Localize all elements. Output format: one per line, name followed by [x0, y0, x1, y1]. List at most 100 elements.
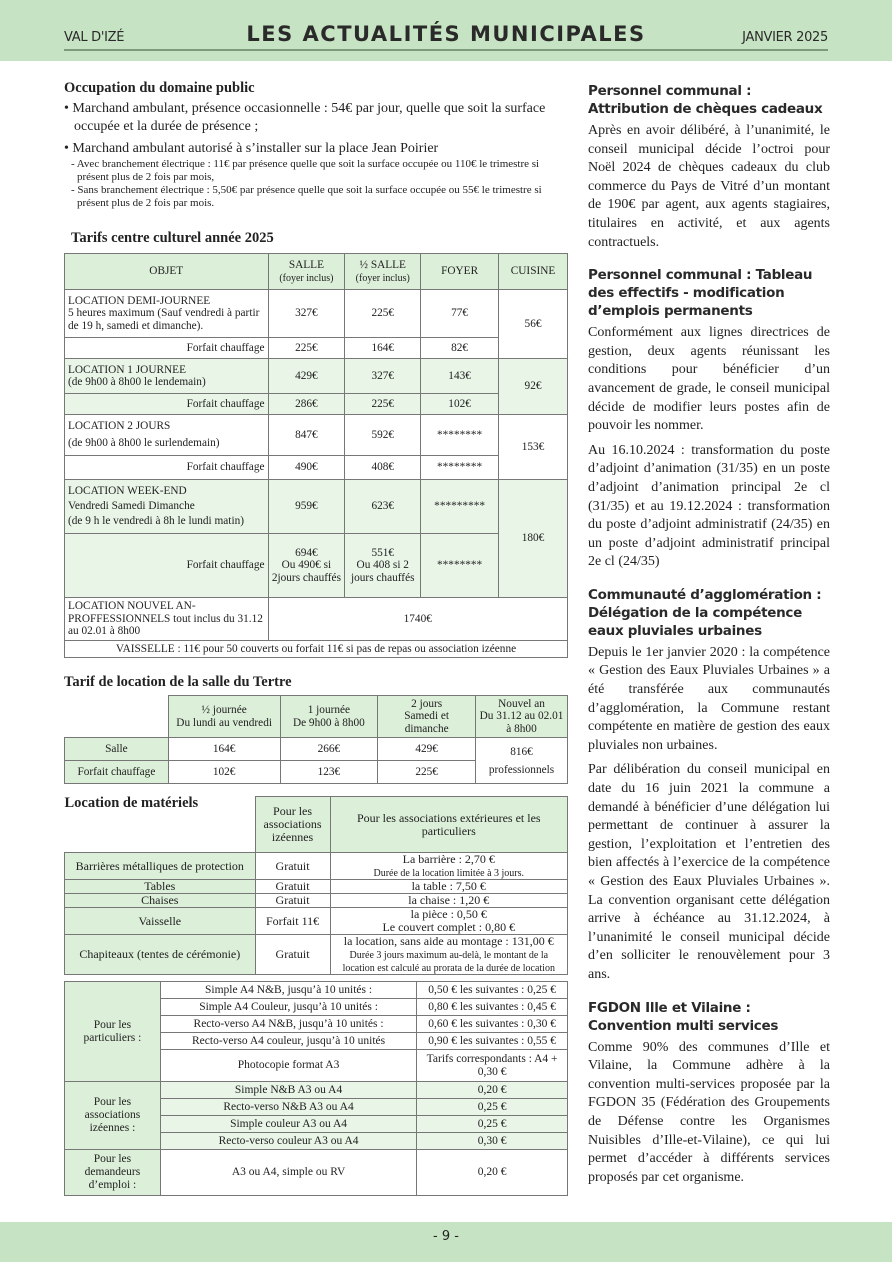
copy-price: 0,20 €	[416, 1081, 568, 1099]
col-header: 2 jours Samedi et dimanche	[377, 695, 477, 738]
article-paragraph: Conformément aux lignes directrices de g…	[588, 325, 830, 434]
occupation-section: Occupation du domaine public • Marchand …	[64, 80, 568, 210]
price-alt: Ou 408 si 2 jours chauffés	[351, 559, 415, 584]
note: Durée de la location limitée à 3 jours.	[373, 868, 525, 879]
col-objet: OBJET	[64, 253, 269, 290]
cell-foyer: 82€	[420, 337, 500, 359]
cell-salle: 847€	[267, 414, 346, 456]
bullet-item: • Marchand ambulant, présence occasionne…	[64, 101, 546, 134]
col-demi-label: ½ SALLE	[359, 259, 406, 271]
row-label: LOCATION 1 JOURNEE (de 9h00 à 8h00 le len…	[64, 358, 269, 394]
article: Personnel communal : Tableau des effecti…	[588, 266, 830, 572]
table-row: Recto-verso A4 N&B, jusqu’à 10 unités :0…	[65, 1015, 568, 1033]
row-detail: (de 9h00 à 8h00 le lendemain)	[68, 376, 206, 388]
cell-salle: 959€	[267, 479, 346, 534]
cell-salle: 286€	[267, 393, 346, 415]
cell-asso: Forfait 11€	[254, 907, 331, 935]
price: 816€	[510, 745, 533, 758]
copy-price: 0,60 € les suivantes : 0,30 €	[416, 1015, 568, 1033]
article: Personnel communal : Attribution de chèq…	[588, 82, 830, 252]
col-header: ½ journée Du lundi au vendredi	[167, 695, 281, 738]
item-label: Chapiteaux (tentes de cérémonie)	[64, 934, 256, 975]
copy-type: Simple A4 Couleur, jusqu’à 10 unités :	[159, 998, 418, 1016]
col-title: Nouvel an	[498, 697, 545, 710]
cell-foyer: ********	[420, 455, 500, 480]
copy-price: Tarifs correspondants : A4 + 0,30 €	[416, 1049, 568, 1082]
article-paragraph: Après en avoir délibéré, à l’unanimité, …	[588, 123, 830, 250]
copy-type: Recto-verso couleur A3 ou A4	[159, 1132, 418, 1150]
copy-type: A3 ou A4, simple ou RV	[159, 1149, 418, 1196]
forfait-label: Forfait chauffage	[64, 533, 269, 598]
item-label: Tables	[64, 879, 256, 894]
copy-price: 0,90 € les suivantes : 0,55 €	[416, 1032, 568, 1050]
table-row: Recto-verso couleur A3 ou A4 0,30 €	[64, 1132, 568, 1150]
price: La barrière : 2,70 €	[402, 852, 495, 866]
materiels-title-cell: Location de matériels	[64, 795, 256, 853]
col-title: 2 jours	[411, 697, 443, 710]
table-row: LOCATION WEEK-END Vendredi Samedi Dimanch…	[64, 479, 568, 598]
bullet-item: • Marchand ambulant autorisé à s’install…	[64, 141, 439, 156]
article-paragraph: Par délibération du conseil municipal en…	[588, 762, 830, 982]
col-asso: Pour les associations izéennes	[254, 796, 331, 853]
copy-type: Simple N&B A3 ou A4	[159, 1081, 418, 1099]
cell-ext: la location, sans aide au montage : 131,…	[329, 934, 569, 975]
col-sub: De 9h00 à 8h00	[292, 716, 365, 729]
tertre-title: Tarif de location de la salle du Tertre	[64, 674, 292, 690]
item-label: Barrières métalliques de protection	[64, 852, 256, 880]
cell: 266€	[279, 737, 379, 761]
note: Durée 3 jours maximum au-delà, le montan…	[342, 950, 555, 974]
group-label: Pour les associations izéennes :	[64, 1081, 161, 1150]
row-label: LOCATION 2 JOURS (de 9h00 à 8h00 le surle…	[64, 414, 269, 456]
row-detail: Vendredi Samedi Dimanche	[68, 500, 195, 512]
cell-cuisine: 56€	[498, 289, 568, 359]
forfait-label: Forfait chauffage	[64, 393, 269, 415]
table-row: LOCATION 1 JOURNEE (de 9h00 à 8h00 le len…	[64, 358, 568, 415]
copy-type: Simple couleur A3 ou A4	[159, 1115, 418, 1133]
cell-foyer: ********	[420, 414, 500, 456]
cell-demi: 225€	[344, 393, 422, 415]
article-title: FGDON Ille et Vilaine : Convention multi…	[588, 999, 779, 1034]
row-label: LOCATION DEMI-JOURNEE 5 heures maximum (S…	[64, 289, 269, 338]
copy-price: 0,20 €	[416, 1149, 568, 1196]
row-label: Forfait chauffage	[64, 760, 169, 784]
table-row: VAISSELLE : 11€ pour 50 couverts ou forf…	[64, 640, 568, 658]
col-sub: Samedi et dimanche	[404, 710, 450, 735]
table-row: Pour les particuliers : Simple A4 N&B, ju…	[64, 981, 568, 1082]
cell: 164€	[167, 737, 281, 761]
occupation-title: Occupation du domaine public	[64, 80, 255, 96]
table-row: Chaises Gratuit la chaise : 1,20 €	[64, 893, 569, 908]
copy-price: 0,25 €	[416, 1098, 568, 1116]
cell-salle: 225€	[267, 337, 346, 359]
vaisselle-note: VAISSELLE : 11€ pour 50 couverts ou forf…	[64, 640, 568, 658]
col-title: 1 journée	[307, 704, 351, 716]
cell-price: 1740€	[267, 597, 568, 641]
cell-demi: 327€	[344, 358, 422, 394]
price: la location, sans aide au montage : 131,…	[343, 934, 554, 948]
group-label: Pour les demandeurs d’emploi :	[64, 1149, 161, 1196]
page-header: VAL D'IZÉ LES ACTUALITÉS MUNICIPALES JAN…	[0, 0, 892, 61]
table-row: Recto-verso A4 couleur, jusqu’à 10 unité…	[65, 1032, 568, 1050]
row-title: LOCATION 1 JOURNEE	[68, 363, 186, 376]
article-paragraph: Depuis le 1er janvier 2020 : la compéten…	[588, 644, 830, 753]
cell-asso: Gratuit	[254, 893, 331, 908]
cell-cuisine: 180€	[498, 479, 568, 598]
cell-cuisine: 92€	[498, 358, 568, 415]
table-row: Pour les associations izéennes : Simple N…	[64, 1081, 568, 1150]
header-rule	[64, 49, 828, 51]
cell: 102€	[167, 760, 281, 784]
culturel-table: OBJET SALLE (foyer inclus) ½ SALLE (foyer …	[64, 253, 568, 658]
cell-foyer: 77€	[420, 289, 500, 338]
col-sub: Du 31.12 au 02.01 à 8h00	[479, 710, 564, 735]
article-title: Personnel communal : Attribution de chèq…	[588, 83, 823, 117]
cell-foyer: ********	[420, 533, 500, 598]
article-title: Personnel communal : Tableau des effecti…	[588, 267, 813, 320]
copy-type: Photocopie format A3	[159, 1049, 418, 1082]
cell-demi: 164€	[344, 337, 422, 359]
table-row: Forfait chauffage 225€ 164€ 82€	[64, 337, 568, 359]
materiels-table: Location de matériels Pour les associati…	[64, 795, 569, 975]
copy-price: 0,30 €	[416, 1132, 568, 1150]
group-label: Pour les particuliers :	[64, 981, 161, 1082]
copy-type: Recto-verso A4 N&B, jusqu’à 10 unités :	[159, 1015, 418, 1033]
col-salle-label: SALLE	[288, 259, 324, 271]
tertre-table: ½ journée Du lundi au vendredi 1 journée D…	[64, 695, 568, 784]
